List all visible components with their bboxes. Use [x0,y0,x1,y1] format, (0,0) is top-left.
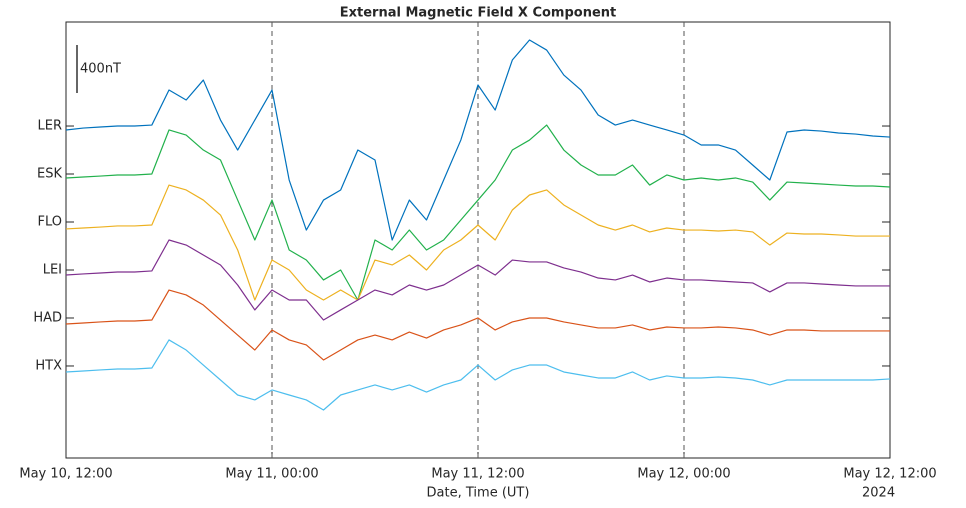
x-tick-label: May 11, 12:00 [431,467,524,482]
x-tick-label: May 12, 00:00 [637,467,730,482]
y-tick-label: HTX [35,358,62,373]
x-tick-label: May 12, 12:00 [843,467,936,482]
x-year-label: 2024 [862,486,895,501]
y-tick-label: LER [38,119,63,134]
series-line [65,184,890,301]
y-tick-label: LEI [43,262,62,277]
x-tick-label: May 10, 12:00 [19,467,112,482]
series-line [65,339,891,411]
series-line [65,239,890,321]
x-axis-label: Date, Time (UT) [427,486,530,501]
x-tick-label: May 11, 00:00 [225,467,318,482]
series-line [65,124,891,301]
y-tick-label: FLO [38,215,63,230]
chart-title: External Magnetic Field X Component [340,6,617,21]
y-tick-label: ESK [37,167,62,182]
series-line [65,39,891,241]
series-line [65,289,890,361]
scale-bar-label: 400nT [80,62,121,77]
y-tick-label: HAD [33,310,62,325]
